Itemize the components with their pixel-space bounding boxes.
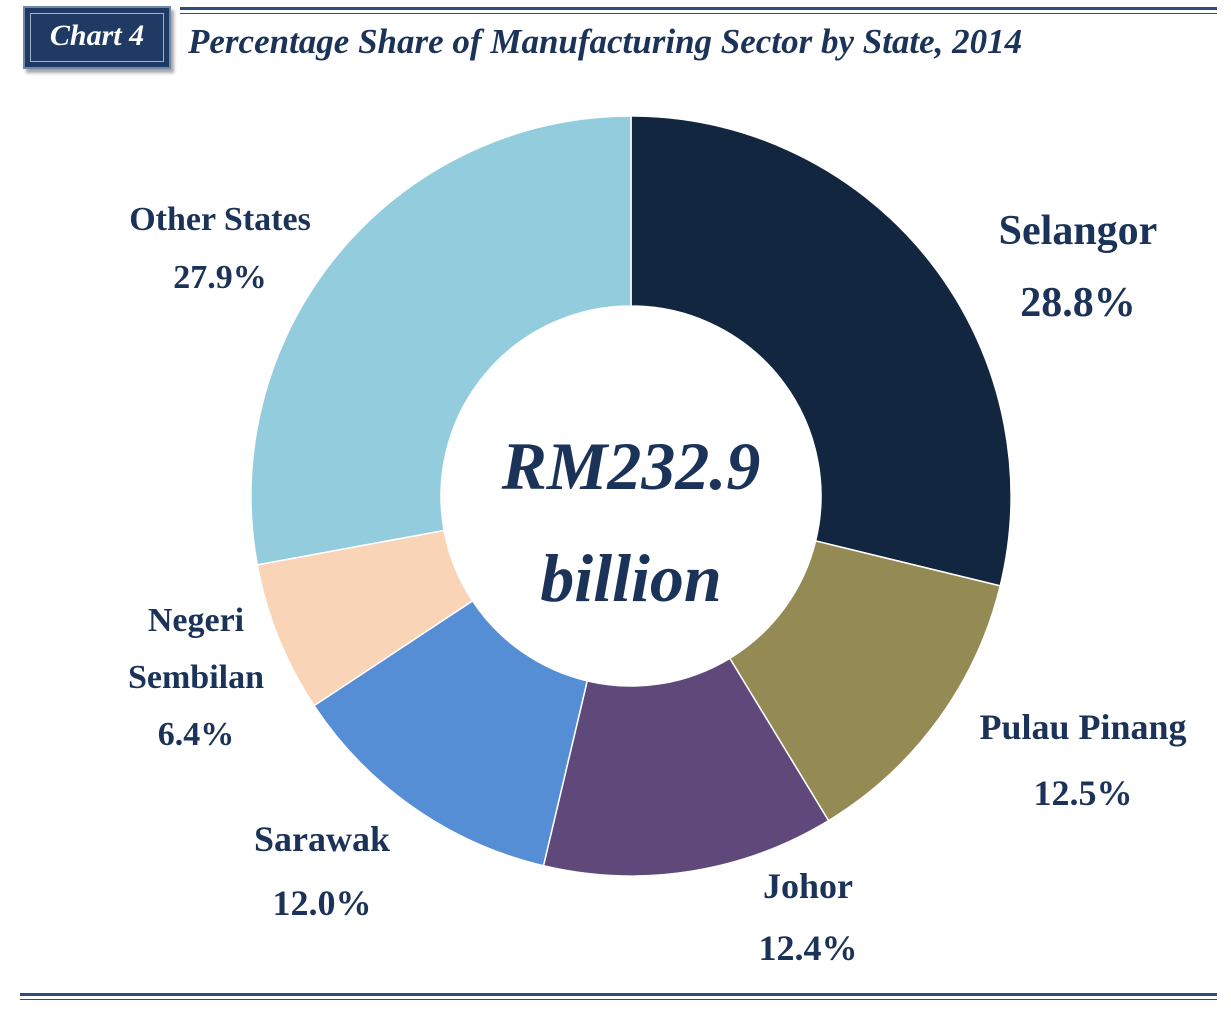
label-pulau-pinang-value: 12.5%	[1033, 773, 1133, 813]
center-label-unit: billion	[540, 540, 722, 616]
bottom-rule	[20, 993, 1217, 1000]
label-negeri-sembilan-value: 6.4%	[157, 716, 235, 753]
slice-johor	[542, 657, 830, 877]
label-selangor: Selangor 28.8%	[978, 195, 1178, 339]
slice-other-states	[250, 115, 632, 566]
donut-center-label: RM232.9 billion	[431, 410, 831, 634]
slice-sarawak	[313, 599, 589, 867]
label-negeri-sembilan: Negeri Sembilan 6.4%	[106, 592, 286, 763]
label-other-states: Other States 27.9%	[110, 191, 330, 307]
chart-title: Percentage Share of Manufacturing Sector…	[188, 22, 1023, 61]
badge-label: Chart 4	[49, 19, 145, 52]
chart-badge: Chart 4	[23, 6, 171, 69]
label-sarawak-value: 12.0%	[272, 883, 372, 923]
label-negeri-sembilan-name-2: Sembilan	[127, 659, 265, 696]
label-sarawak: Sarawak 12.0%	[236, 807, 408, 935]
top-rule	[180, 7, 1217, 14]
label-other-states-name: Other States	[129, 201, 311, 238]
label-johor-name: Johor	[763, 866, 853, 906]
center-label-amount: RM232.9	[501, 428, 761, 504]
slice-pulau-pinang	[728, 540, 1002, 822]
label-johor: Johor 12.4%	[740, 855, 876, 979]
label-negeri-sembilan-name-1: Negeri	[147, 602, 245, 639]
label-sarawak-name: Sarawak	[253, 819, 391, 859]
label-pulau-pinang-name: Pulau Pinang	[979, 707, 1187, 747]
label-other-states-value: 27.9%	[173, 259, 267, 296]
badge-inner-border	[30, 13, 164, 62]
label-selangor-value: 28.8%	[1020, 280, 1136, 326]
label-johor-value: 12.4%	[758, 928, 858, 968]
slice-selangor	[630, 115, 1012, 587]
label-selangor-name: Selangor	[998, 208, 1158, 254]
label-pulau-pinang: Pulau Pinang 12.5%	[955, 694, 1211, 826]
